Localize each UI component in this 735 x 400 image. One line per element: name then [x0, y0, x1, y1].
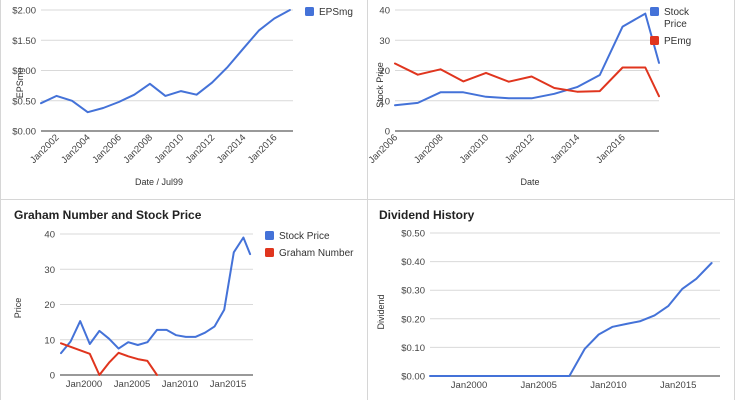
x-tick-label: Jan2010 [162, 379, 198, 390]
x-tick-label: Jan2008 [412, 132, 446, 166]
graham-chart: Graham Number and Stock Price Price 0 10 2… [13, 208, 354, 390]
legend-label: PEmg [664, 36, 691, 47]
y-tick-label: 30 [379, 36, 390, 47]
x-tick-label: Jan2010 [153, 132, 187, 166]
x-axis-label: Date / Jul99 [135, 177, 183, 187]
pe-chart-panel: Date Stock Price 0 10 20 30 40 Jan2006 Jan2008… [368, 0, 734, 199]
legend: Stock Price Graham Number [265, 231, 354, 259]
y-tick-label: 0 [50, 371, 55, 382]
legend: EPSmg [305, 7, 353, 18]
chart-title: Dividend History [379, 208, 475, 222]
x-axis-label: Date [520, 177, 539, 187]
legend-label: EPSmg [319, 7, 353, 18]
legend-item: Graham Number [265, 248, 354, 259]
eps-chart: Date / Jul99 EPSmg $0.00$0.50$1.00$1.50$… [12, 6, 353, 188]
series-line-2 [394, 62, 660, 98]
x-tick-label: Jan2000 [66, 379, 102, 390]
y-tick-label: $0.10 [401, 343, 425, 354]
y-tick-label: $0.00 [12, 127, 36, 138]
x-tick-label: Jan2008 [121, 132, 155, 166]
dividend-chart-panel: Dividend History Dividend $0.00 $0.10 $0.2… [368, 200, 734, 400]
x-tick-label: Jan2016 [594, 132, 628, 166]
series-line-1 [40, 9, 291, 114]
legend-label: Price [664, 19, 687, 30]
y-tick-label: $0.40 [401, 257, 425, 268]
gridlines [41, 9, 293, 132]
panel-divider-vertical [367, 0, 368, 400]
y-tick-label: 0 [385, 127, 390, 138]
y-tick-label: $0.20 [401, 314, 425, 325]
legend-swatch [265, 248, 274, 257]
x-tick-label: Jan2006 [90, 132, 124, 166]
y-axis-label: EPSmg [15, 68, 25, 99]
y-axis-label: Stock Price [375, 62, 385, 108]
series-line-1 [394, 12, 660, 107]
y-tick-label: $0.30 [401, 286, 425, 297]
legend-swatch [305, 7, 314, 16]
x-tick-label: Jan2010 [458, 132, 492, 166]
y-axis-label: Dividend [376, 294, 386, 329]
x-tick-label: Jan2015 [210, 379, 246, 390]
x-tick-label: Jan2015 [660, 380, 696, 391]
legend-item: Stock Price [265, 231, 330, 242]
y-tick-label: $0.50 [401, 229, 425, 240]
chart-title: Graham Number and Stock Price [14, 208, 202, 222]
x-tick-label: Jan2000 [451, 380, 487, 391]
y-tick-label: 10 [379, 96, 390, 107]
legend-swatch [650, 7, 659, 16]
panel-divider-horizontal [0, 199, 735, 200]
y-tick-label: $1.50 [12, 36, 36, 47]
y-tick-label: 40 [379, 6, 390, 17]
legend-swatch [265, 231, 274, 240]
x-tick-label: Jan2014 [215, 132, 249, 166]
series-line-2 [60, 342, 158, 376]
x-tick-label: Jan2016 [246, 132, 280, 166]
y-tick-label: 10 [44, 335, 55, 346]
y-tick-labels: 0 10 20 30 40 [44, 230, 55, 382]
legend-label: Stock Price [279, 231, 330, 242]
y-tick-labels: $0.00 $0.50 $1.00 $1.50 $2.00 [12, 6, 36, 138]
x-tick-label: Jan2012 [503, 132, 537, 166]
x-tick-labels: Jan2002Jan2004Jan2006Jan2008Jan2010Jan20… [28, 132, 279, 166]
x-tick-label: Jan2010 [590, 380, 626, 391]
x-tick-labels: Jan2000 Jan2005 Jan2010 Jan2015 [451, 380, 697, 391]
series-line-1 [429, 262, 713, 377]
graham-chart-panel: Graham Number and Stock Price Price 0 10 2… [1, 200, 367, 400]
y-tick-label: 30 [44, 265, 55, 276]
y-tick-label: 20 [44, 300, 55, 311]
y-tick-label: $1.00 [12, 66, 36, 77]
y-tick-label: 20 [379, 66, 390, 77]
series-line-1 [60, 236, 252, 355]
eps-chart-panel: Date / Jul99 EPSmg $0.00 $0.50 $1.00 $1.50 $… [1, 0, 367, 199]
y-tick-label: $0.00 [401, 372, 425, 383]
x-tick-label: Jan2005 [521, 380, 557, 391]
gridlines [430, 232, 720, 377]
y-tick-label: $0.50 [12, 96, 36, 107]
legend-item: EPSmg [305, 7, 353, 18]
x-tick-labels: Jan2006 Jan2008 Jan2010 Jan2012 Jan2014 Jan20… [368, 132, 628, 166]
y-tick-labels: $0.00 $0.10 $0.20 $0.30 $0.40 $0.50 [401, 229, 425, 383]
dividend-chart: Dividend History Dividend $0.00 $0.10 $0.2… [376, 208, 720, 391]
x-tick-label: Jan2004 [59, 132, 93, 166]
y-tick-label: 40 [44, 230, 55, 241]
legend-item: PEmg [650, 36, 691, 47]
y-axis-label: Price [13, 298, 23, 319]
x-tick-label: Jan2012 [184, 132, 218, 166]
x-tick-label: Jan2005 [114, 379, 150, 390]
y-tick-labels: 0 10 20 30 40 [379, 6, 390, 138]
legend-swatch [650, 36, 659, 45]
x-tick-label: Jan2014 [549, 132, 583, 166]
legend-label: Stock [664, 7, 690, 18]
y-tick-label: $2.00 [12, 6, 36, 17]
frame-left-edge [0, 0, 1, 400]
gridlines [395, 9, 659, 132]
x-tick-labels: Jan2000 Jan2005 Jan2010 Jan2015 [66, 379, 246, 390]
legend-label: Graham Number [279, 248, 354, 259]
